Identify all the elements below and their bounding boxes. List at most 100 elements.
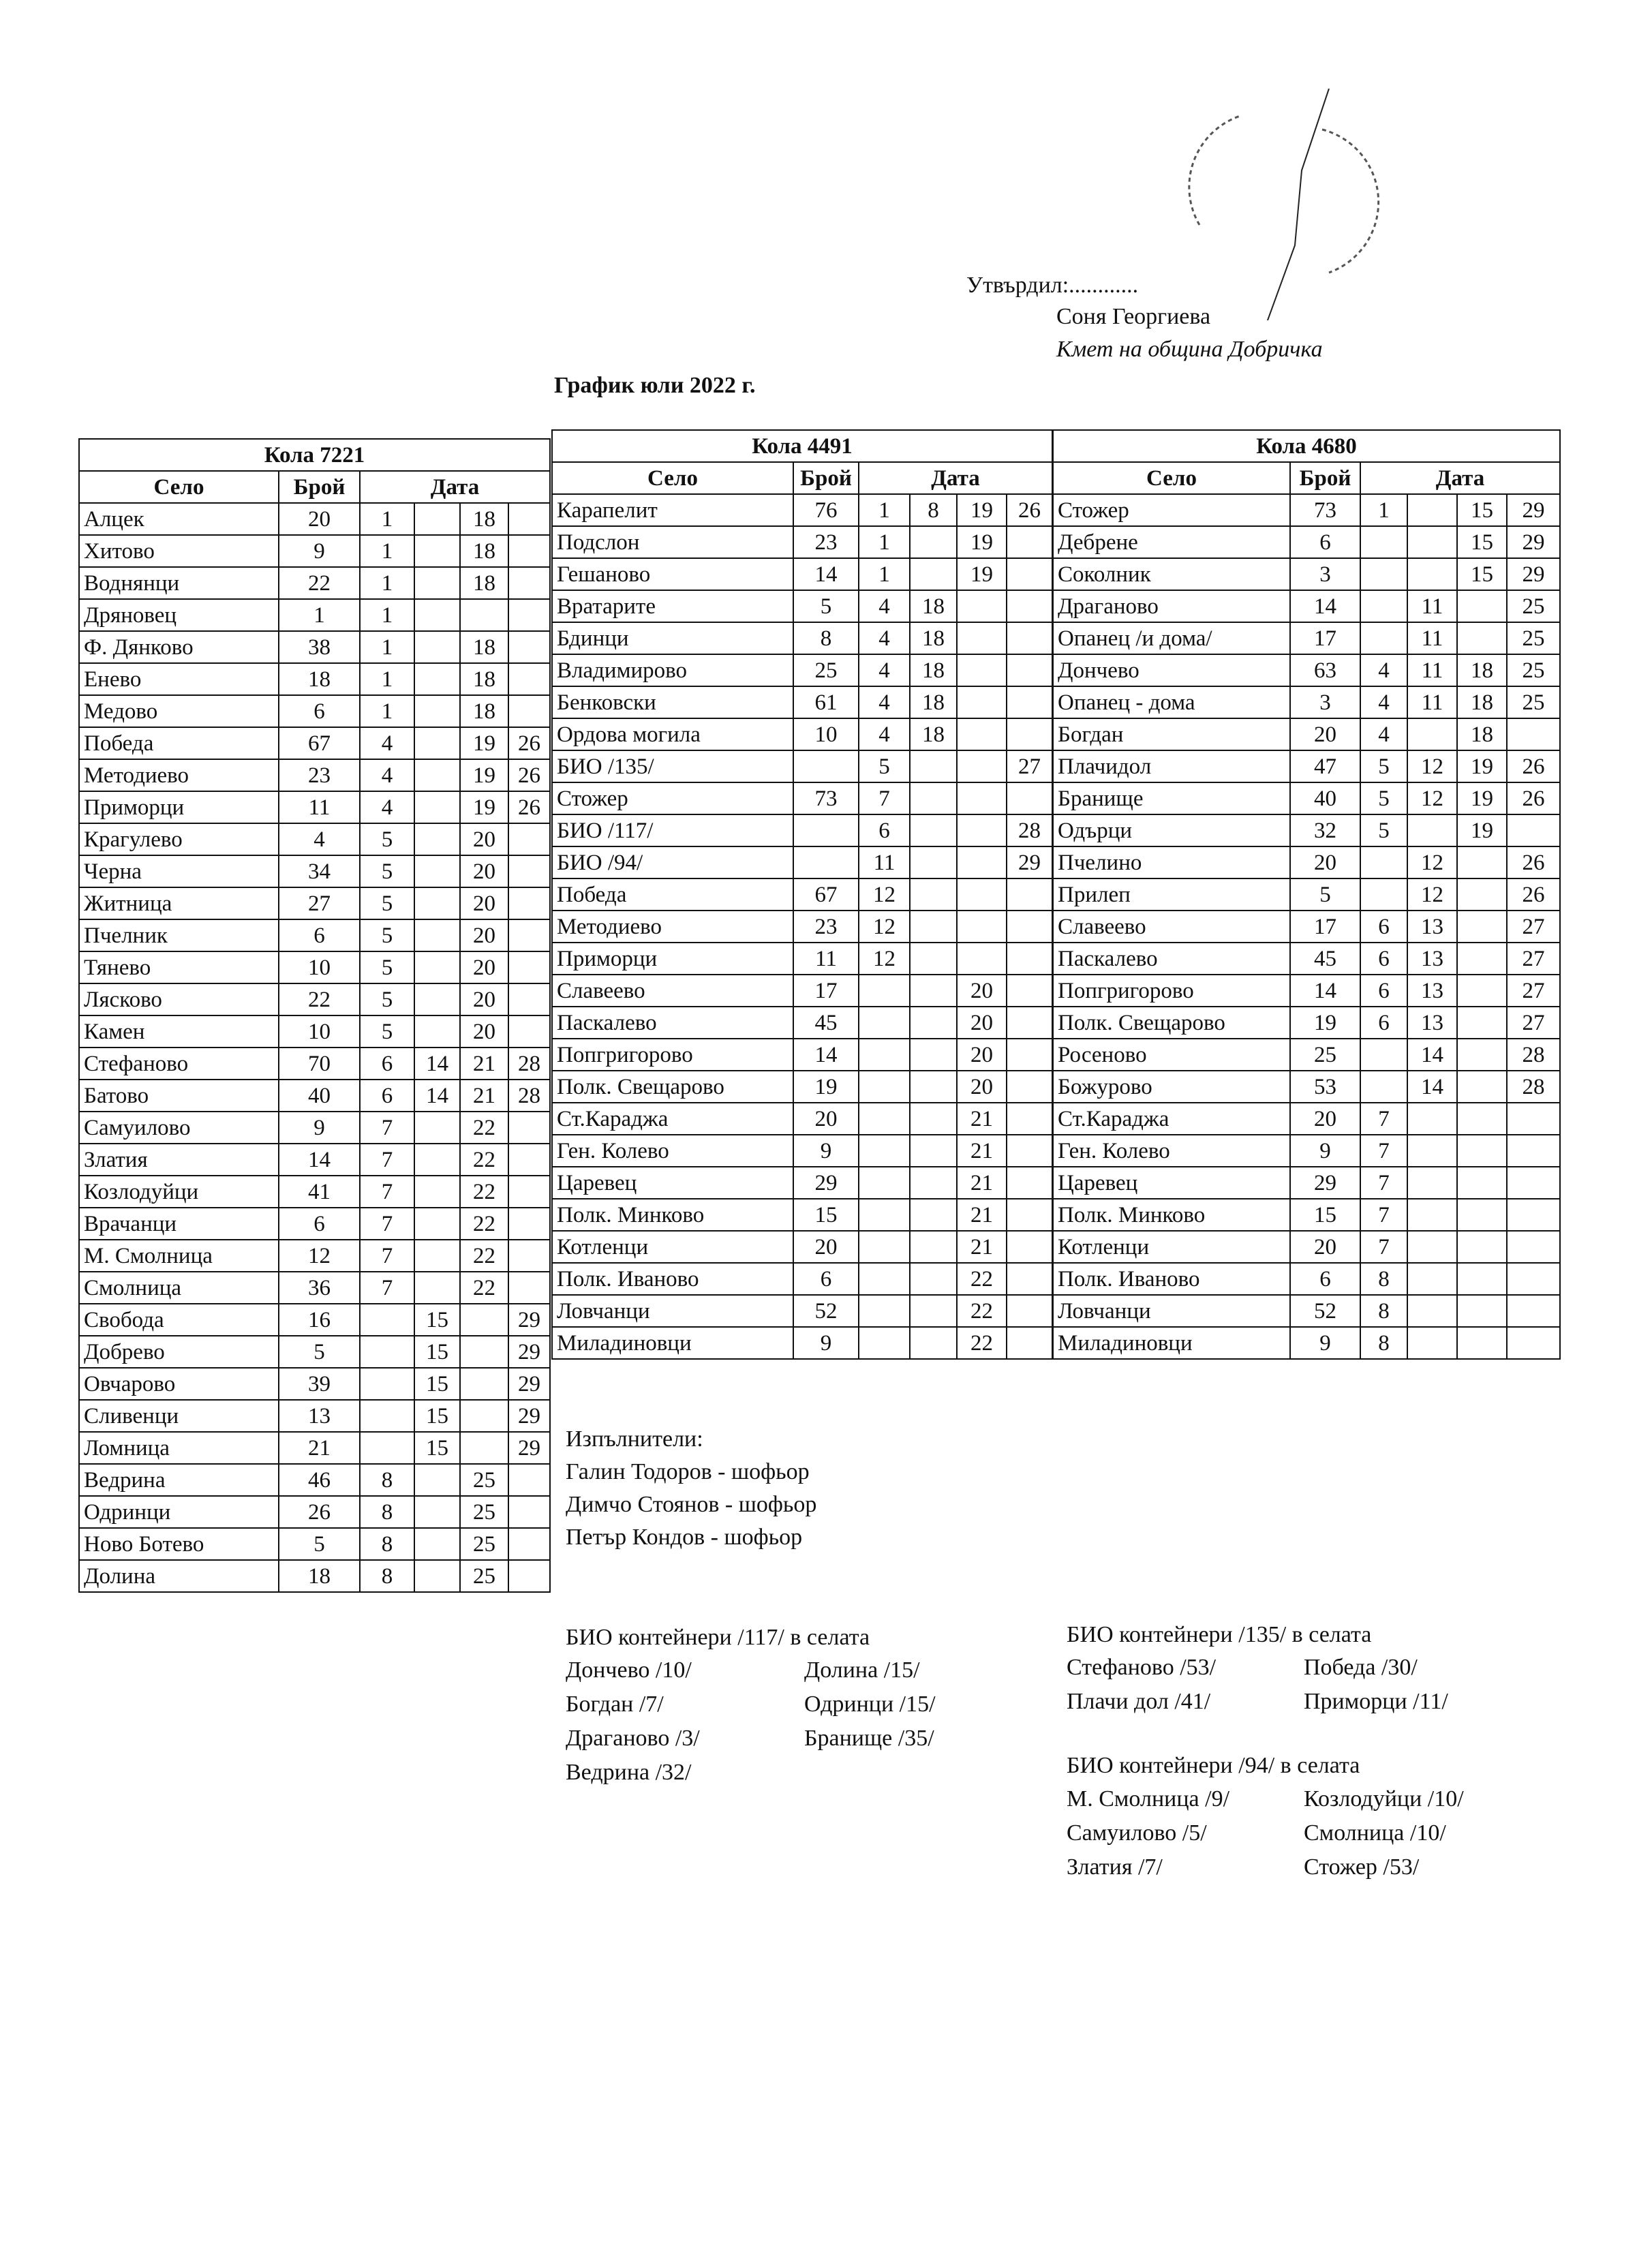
village: Приморци	[551, 942, 794, 975]
cell: 41	[278, 1175, 361, 1208]
bio-item: Козлодуйци /10/	[1304, 1786, 1464, 1812]
cell: 28	[1006, 814, 1053, 847]
cell: 8	[1360, 1294, 1408, 1328]
cell: 26	[1506, 878, 1561, 911]
cell: 18	[909, 590, 958, 623]
cell: 5	[1289, 878, 1361, 911]
cell	[1407, 1166, 1458, 1199]
cell: 8	[359, 1559, 415, 1593]
cell	[414, 502, 461, 536]
row: Славеево 17 6 13 27	[1052, 910, 1561, 943]
row: Медово 6 1 18	[78, 694, 551, 728]
cell: 14	[278, 1143, 361, 1176]
cell	[1506, 1166, 1561, 1199]
cell: 29	[1506, 493, 1561, 527]
cell: 73	[793, 782, 859, 815]
bio-title: БИО контейнери /135/ в селата	[1067, 1622, 1372, 1647]
row: Методиево 23 12	[551, 910, 1053, 943]
cell: 21	[459, 1079, 509, 1112]
row: Драганово 14 11 25	[1052, 590, 1561, 623]
cell	[414, 983, 461, 1016]
cell: 19	[956, 525, 1007, 559]
approval-position: Кмет на община Добричка	[1056, 337, 1323, 362]
cell: 18	[909, 654, 958, 687]
cell: 12	[278, 1239, 361, 1272]
cell: 61	[793, 686, 859, 719]
cell: 26	[508, 727, 551, 760]
row: Богдан 20 4 18	[1052, 718, 1561, 751]
row: Плачидол 47 5 12 19 26	[1052, 750, 1561, 783]
cell: 4	[278, 823, 361, 856]
village: БИО /117/	[551, 814, 794, 847]
cell	[1006, 718, 1053, 751]
cell: 26	[278, 1495, 361, 1529]
cell: 11	[793, 942, 859, 975]
cell: 18	[278, 662, 361, 696]
cell: 22	[459, 1207, 509, 1240]
cell: 4	[858, 718, 911, 751]
village: Полк. Минково	[551, 1198, 794, 1232]
cell: 9	[793, 1326, 859, 1360]
cell: 20	[956, 1070, 1007, 1103]
cell: 23	[278, 759, 361, 792]
village: Полк. Иваново	[551, 1262, 794, 1296]
cell: 18	[909, 718, 958, 751]
cell: 22	[459, 1239, 509, 1272]
cell: 6	[359, 1079, 415, 1112]
cell: 21	[956, 1134, 1007, 1167]
cell	[909, 910, 958, 943]
row: Царевец 29 7	[1052, 1166, 1561, 1199]
cell: 10	[278, 951, 361, 984]
cell: 45	[1289, 942, 1361, 975]
cell	[1407, 525, 1458, 559]
cell	[508, 1015, 551, 1048]
village: Опанец /и дома/	[1052, 622, 1291, 655]
row: Котленци 20 21	[551, 1230, 1053, 1264]
cell: 18	[909, 686, 958, 719]
cell: 20	[793, 1102, 859, 1135]
cell: 9	[278, 1111, 361, 1144]
cell: 26	[508, 759, 551, 792]
row: Одърци 32 5 19	[1052, 814, 1561, 847]
cell	[459, 1335, 509, 1369]
cell: 12	[1407, 878, 1458, 911]
cell: 20	[459, 919, 509, 952]
cell	[459, 1431, 509, 1465]
cell	[858, 1166, 911, 1199]
cell: 29	[1289, 1166, 1361, 1199]
cell	[414, 759, 461, 792]
cell: 9	[1289, 1326, 1361, 1360]
cell: 20	[1289, 1230, 1361, 1264]
village: Бдинци	[551, 622, 794, 655]
bio-item: Приморци /11/	[1304, 1689, 1448, 1714]
cell	[1006, 1230, 1053, 1264]
cell	[414, 1239, 461, 1272]
row: Ново Ботево 5 8 25	[78, 1527, 551, 1561]
bio-title: БИО контейнери /117/ в селата	[566, 1625, 870, 1650]
row: Алцек 20 1 18	[78, 502, 551, 536]
cell: 8	[359, 1495, 415, 1529]
village: Владимирово	[551, 654, 794, 687]
column-header: Село	[551, 461, 794, 495]
cell: 25	[1506, 590, 1561, 623]
village: Царевец	[1052, 1166, 1291, 1199]
village: Крагулево	[78, 823, 279, 856]
row: Дончево 63 4 11 18 25	[1052, 654, 1561, 687]
cell	[508, 919, 551, 952]
row: Паскалево 45 6 13 27	[1052, 942, 1561, 975]
performer: Галин Тодоров - шофьор	[566, 1459, 810, 1484]
cell: 7	[359, 1271, 415, 1304]
cell: 7	[1360, 1230, 1408, 1264]
row: Смолница 36 7 22	[78, 1271, 551, 1304]
cell: 15	[414, 1367, 461, 1401]
cell: 1	[359, 694, 415, 728]
cell: 18	[459, 662, 509, 696]
cell: 22	[956, 1262, 1007, 1296]
bio-item: Богдан /7/	[566, 1692, 664, 1717]
cell: 25	[459, 1463, 509, 1497]
row: Долина 18 8 25	[78, 1559, 551, 1593]
cell	[956, 782, 1007, 815]
village: Дебрене	[1052, 525, 1291, 559]
cell: 47	[1289, 750, 1361, 783]
village: Царевец	[551, 1166, 794, 1199]
